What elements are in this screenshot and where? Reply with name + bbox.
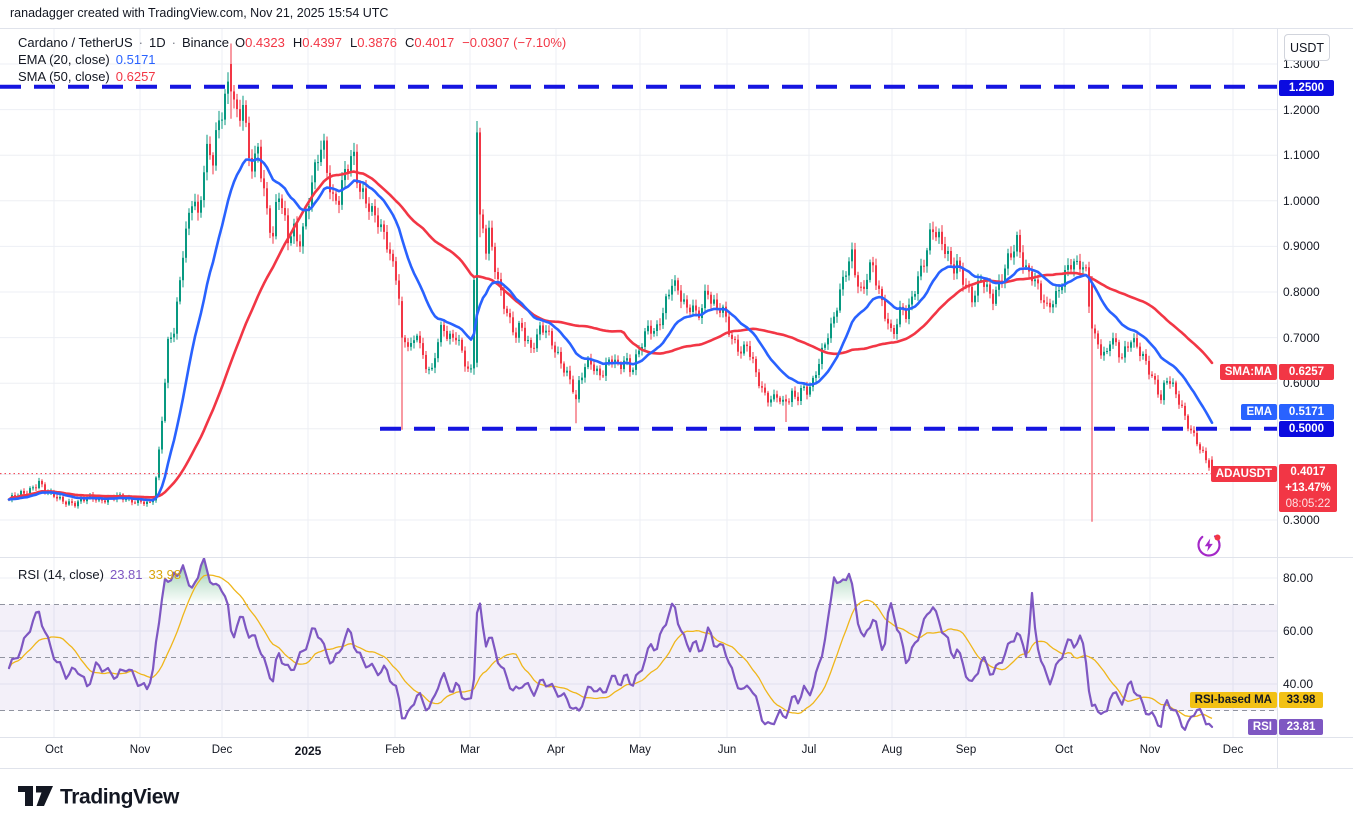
time-axis-label: Apr [547,744,565,756]
price-axis-tick: 1.1000 [1283,148,1320,163]
rsi-axis-tick: 40.00 [1283,677,1314,691]
rsi-ma-value: 33.98 [148,567,182,582]
time-axis-label: Nov [1139,744,1161,756]
brand-name: TradingView [60,786,180,809]
legend-sma-row[interactable]: SMA (50, close) 0.6257 [18,68,566,85]
bar-countdown: 08:05:22 [1285,498,1331,510]
rsi-axis-tick: 60.00 [1283,624,1314,638]
symbol-title[interactable]: Cardano / TetherUS [18,35,133,50]
lightning-circle-icon[interactable] [1194,529,1226,561]
header-separator [0,28,1353,29]
exchange-label[interactable]: Binance [181,35,229,50]
time-axis-label: Jun [717,744,737,756]
legend-symbol-row[interactable]: Cardano / TetherUS · 1D · Binance O0.4323 H0.4… [18,34,566,51]
time-axis-label: Dec [1222,744,1244,756]
time-axis-label: Oct [45,744,63,756]
time-axis-label: 2025 [294,744,322,758]
price-axis-tick: 0.3000 [1283,513,1320,527]
ema-label[interactable]: EMA (20, close) [18,52,110,67]
symbol-floating-label[interactable]: ADAUSDT [1210,466,1277,482]
ema-value: 0.5171 [115,52,156,67]
ema-floating-label[interactable]: EMA [1241,404,1277,420]
price-axis[interactable] [1278,28,1353,768]
rsi-floating-label[interactable]: RSI [1247,719,1277,735]
sma-value: 0.6257 [115,69,156,84]
price-axis-tick: 0.7000 [1283,330,1320,345]
brand-footer[interactable]: TradingView [16,779,246,818]
ohlc-open: O0.4323 [234,35,285,50]
tradingview-logo[interactable]: TradingView [16,779,246,813]
pane-separator [0,557,1353,558]
attribution-text: ranadagger created with TradingView.com,… [10,6,389,20]
rsi-axis-tick: 80.00 [1283,571,1314,585]
time-axis-label: Mar [460,744,480,756]
footer-separator [0,768,1353,769]
rsi-ma-value-badge: 33.98 [1279,692,1323,708]
time-axis-label: Aug [881,744,903,756]
price-axis-tick: 0.8000 [1283,285,1320,299]
sma-value-badge: 0.6257 [1279,364,1334,380]
price-axis-separator [1277,28,1278,768]
ema-value-badge: 0.5171 [1279,404,1334,420]
time-axis-separator [0,737,1353,738]
interval-label[interactable]: 1D [149,35,166,50]
ohlc-low: L0.3876 [350,35,398,50]
legend-ema-row[interactable]: EMA (20, close) 0.5171 [18,51,566,68]
ohlc-close: C0.4017 [405,35,455,50]
legend-rsi[interactable]: RSI (14, close) 23.81 33.98 [18,567,181,582]
legend-main: Cardano / TetherUS · 1D · Binance O0.4323 H0.4… [18,34,566,85]
rsi-value: 23.81 [109,567,143,582]
last-price-value: 0.4017 [1290,466,1326,478]
legend-separator: · [171,35,176,50]
rsi-label[interactable]: RSI (14, close) [18,567,104,582]
tradingview-17-mark [18,786,53,806]
time-axis-label: Nov [129,744,151,756]
time-axis-label: Feb [385,744,405,756]
time-axis-label: Sep [955,744,977,756]
currency-unit-button[interactable]: USDT [1284,34,1330,61]
change-percent: +13.47% [1285,482,1331,494]
time-axis-label: Dec [211,744,233,756]
legend-separator: · [138,35,144,50]
ohlc-high: H0.4397 [292,35,343,50]
rsi-ma-floating-label[interactable]: RSI-based MA [1189,692,1277,708]
change-value: −0.0307 (−7.10%) [462,35,567,50]
resistance-level-badge: 1.2500 [1279,80,1334,96]
time-axis-label: Jul [801,744,817,756]
sma-floating-label[interactable]: SMA:MA [1219,364,1277,380]
price-axis-tick: 0.9000 [1283,239,1320,254]
price-axis-tick: 1.0000 [1283,193,1320,208]
time-axis-label: May [629,744,651,756]
support-level-badge: 0.5000 [1279,421,1334,437]
time-axis-label: Oct [1055,744,1073,756]
last-price-badge: 0.4017 +13.47% 08:05:22 [1279,464,1337,512]
sma-label[interactable]: SMA (50, close) [18,69,110,84]
price-axis-tick: 1.2000 [1283,102,1320,117]
rsi-value-badge: 23.81 [1279,719,1323,735]
